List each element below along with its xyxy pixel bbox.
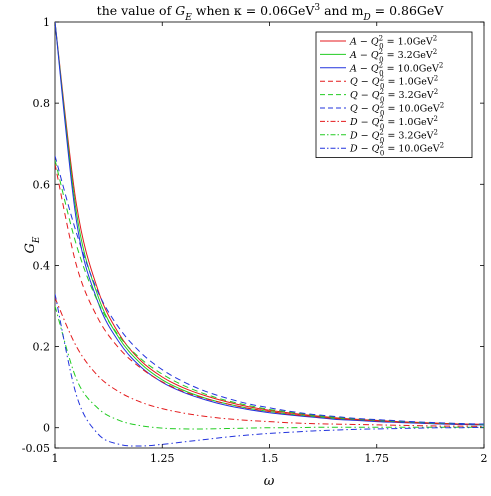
legend-entry: D − Q2 0 = 1.0GeV2 xyxy=(349,115,438,131)
plot-lines xyxy=(55,22,484,447)
title-sup: 3 xyxy=(314,3,320,13)
legend-entry: Q − Q2 0 = 10.0GeV2 xyxy=(350,102,444,118)
y-tick-label: 0.4 xyxy=(33,259,51,272)
chart-title: the value of GE when κ = 0.06GeV3 and mD… xyxy=(97,3,445,23)
x-axis-label: ω xyxy=(264,474,275,489)
title-suffix-pre: and m xyxy=(320,3,363,18)
title-prefix: the value of xyxy=(97,3,176,18)
x-tick-label: 1.75 xyxy=(365,452,390,465)
title-suffix: = 0.86GeV xyxy=(371,3,445,18)
y-tick-label: 0 xyxy=(43,422,50,435)
legend-entry: A − Q2 0 = 3.2GeV2 xyxy=(349,48,437,64)
y-tick-label: 0.2 xyxy=(33,341,51,354)
legend-entry: A − Q2 0 = 10.0GeV2 xyxy=(349,61,443,77)
svg-text:GE: GE xyxy=(23,236,42,253)
series-line-6 xyxy=(55,155,484,425)
title-middle: when κ = 0.06GeV xyxy=(192,3,316,18)
x-tick-label: 1 xyxy=(52,452,59,465)
y-axis-label-sub: E xyxy=(32,236,42,244)
legend-entry: Q − Q2 0 = 3.2GeV2 xyxy=(350,88,438,104)
legend-entry: D − Q2 0 = 10.0GeV2 xyxy=(349,142,444,158)
title-symbol-sub: E xyxy=(184,13,192,23)
y-tick-label: 0.8 xyxy=(33,97,51,110)
legend-entry: D − Q2 0 = 3.2GeV2 xyxy=(349,128,438,144)
x-tick-label: 2 xyxy=(481,452,488,465)
series-line-7 xyxy=(55,297,484,427)
y-tick-label: 1 xyxy=(43,16,50,29)
series-line-5 xyxy=(55,159,484,425)
x-axis-label-text: ω xyxy=(264,474,275,489)
y-axis-label-text: G xyxy=(23,243,38,253)
x-tick-label: 1.5 xyxy=(261,452,279,465)
x-tick-label: 1.25 xyxy=(150,452,175,465)
series-line-8 xyxy=(55,305,484,430)
y-axis-label: GE xyxy=(23,236,42,253)
legend-box xyxy=(315,31,473,158)
legend-entry: Q − Q2 0 = 1.0GeV2 xyxy=(350,75,438,91)
title-symbol: G xyxy=(175,3,185,18)
y-tick-label: 0.6 xyxy=(33,178,51,191)
y-tick-label: -0.05 xyxy=(22,442,50,455)
title-md-sub: D xyxy=(362,13,370,23)
series-line-4 xyxy=(55,163,484,425)
legend-entry: A − Q2 0 = 1.0GeV2 xyxy=(349,35,437,51)
